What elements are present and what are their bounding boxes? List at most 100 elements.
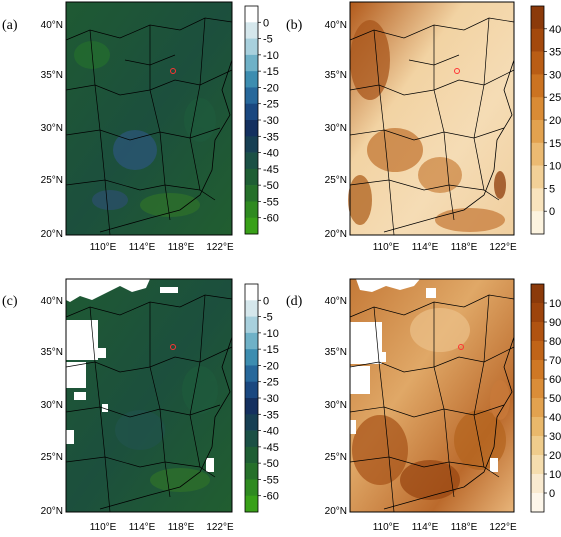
colorbar-bin [245,217,258,235]
colorbar-tick-label: 25 [549,92,561,104]
lat-label: 25°N [41,452,63,463]
lon-label: 114°E [129,522,156,533]
lat-label: 35°N [325,70,347,81]
colorbar-tick-label: 80 [549,336,561,348]
lon-axis: 110°E 114°E 118°E 122°E [90,522,234,533]
panel-c: (c) 40 [2,278,279,533]
colorbar-bin [245,120,258,137]
colorbar-bin [531,303,544,323]
colorbar-bin [531,284,544,304]
colorbar-bin [245,152,258,170]
colorbar-bin [245,463,258,480]
colorbar-bin [531,379,544,399]
colorbar-tick-label: 10 [549,469,561,481]
map-frame [65,1,233,236]
lon-label: 122°E [489,242,517,253]
colorbar-bin [245,381,258,399]
lon-axis: 110°E 114°E 118°E 122°E [90,242,234,253]
map-frame [65,278,233,513]
marker [170,68,176,74]
province-boundaries [349,17,515,236]
colorbar-tick-label: -10 [263,328,279,340]
colorbar-tick-label: 0 [549,488,555,500]
colorbar-bin [245,6,258,23]
colorbar-tick-label: -35 [263,131,279,143]
panel-a: (a) 40°N 35°N 30°N 25°N 20°N [2,1,279,253]
panel-label: (c) [2,294,18,309]
colorbar-bin [245,316,258,334]
colorbar-tick-label: 30 [549,69,561,81]
colorbar-tick-label: 0 [549,206,555,218]
colorbar-bin [245,54,258,72]
colorbar-tick-label: -30 [263,115,279,127]
colorbar-bin [531,28,544,52]
province-boundaries [65,17,233,236]
lat-label: 30°N [325,400,347,411]
colorbar-bin [531,74,544,98]
colorbar-tick-label: -35 [263,409,279,421]
colorbar-bin [531,341,544,361]
colorbar-tick-label: -5 [263,34,273,46]
colorbar-bin [245,365,258,383]
map-field-patches [352,308,510,500]
lon-label: 122°E [206,242,234,253]
colorbar-bin [245,71,258,88]
colorbar-bin [531,493,544,513]
colorbar-tick-label: -25 [263,377,279,389]
colorbar-bin [531,165,544,189]
colorbar-tick-label: -20 [263,82,279,94]
colorbar-tick-label: 90 [549,317,561,329]
lon-axis: 110°E 114°E 118°E 122°E [373,522,517,533]
lon-label: 118°E [451,522,478,533]
colorbar-tick-label: -15 [263,344,279,356]
province-boundaries [65,294,233,513]
map-field-patches [74,41,216,217]
colorbar-bin [531,360,544,380]
colorbar: 40 35 30 25 20 15 10 5 0 [530,5,561,235]
lat-axis: 40°N 35°N 30°N 25°N 20°N [41,296,63,517]
colorbar-tick-label: 5 [549,183,555,195]
lat-label: 40°N [41,20,63,31]
colorbar-tick-label: 60 [549,374,561,386]
colorbar: 0 -5 -10 -15 -20 -25 -30 -35 -40 -45 -50 -55 -60 [244,283,279,513]
colorbar: 0 -5 -10 -15 -20 -25 -30 -35 -40 -45 -50 -55 -60 [244,5,279,235]
colorbar-tick-label: 50 [549,393,561,405]
lon-label: 110°E [90,522,117,533]
colorbar-bin [245,201,258,219]
map-frame [349,1,515,236]
lon-label: 122°E [206,522,234,533]
colorbar-bin [245,87,258,105]
lon-label: 118°E [451,242,478,253]
colorbar-bin [245,38,258,56]
colorbar-tick-label: -20 [263,360,279,372]
colorbar-bin [531,436,544,456]
lon-label: 110°E [373,522,400,533]
colorbar-bin [245,136,258,153]
lat-label: 30°N [325,123,347,134]
lat-label: 40°N [325,296,347,307]
panel-label: (b) [286,18,303,33]
colorbar-tick-label: 35 [549,47,561,59]
colorbar-bin [531,474,544,494]
colorbar-bin [245,446,258,464]
colorbar-tick-label: 10 [549,161,561,173]
lon-label: 118°E [168,242,195,253]
colorbar-bin [245,284,258,301]
colorbar-bin [531,322,544,342]
colorbar-bin [531,6,544,30]
colorbar-bin [245,495,258,513]
colorbar-tick-label: 40 [549,24,561,36]
colorbar-bin [245,22,258,39]
map-frame [349,278,515,513]
colorbar-bin [245,332,258,350]
colorbar-tick-label: -25 [263,99,279,111]
colorbar-tick-label: -60 [263,213,279,225]
colorbar-tick-label: 20 [549,115,561,127]
lat-label: 20°N [41,229,63,240]
lat-label: 20°N [325,506,347,517]
panel-label: (a) [2,18,18,33]
lat-label: 35°N [41,70,63,81]
lat-label: 30°N [41,400,63,411]
colorbar-tick-label: 70 [549,355,561,367]
colorbar-tick-label: -60 [263,491,279,503]
